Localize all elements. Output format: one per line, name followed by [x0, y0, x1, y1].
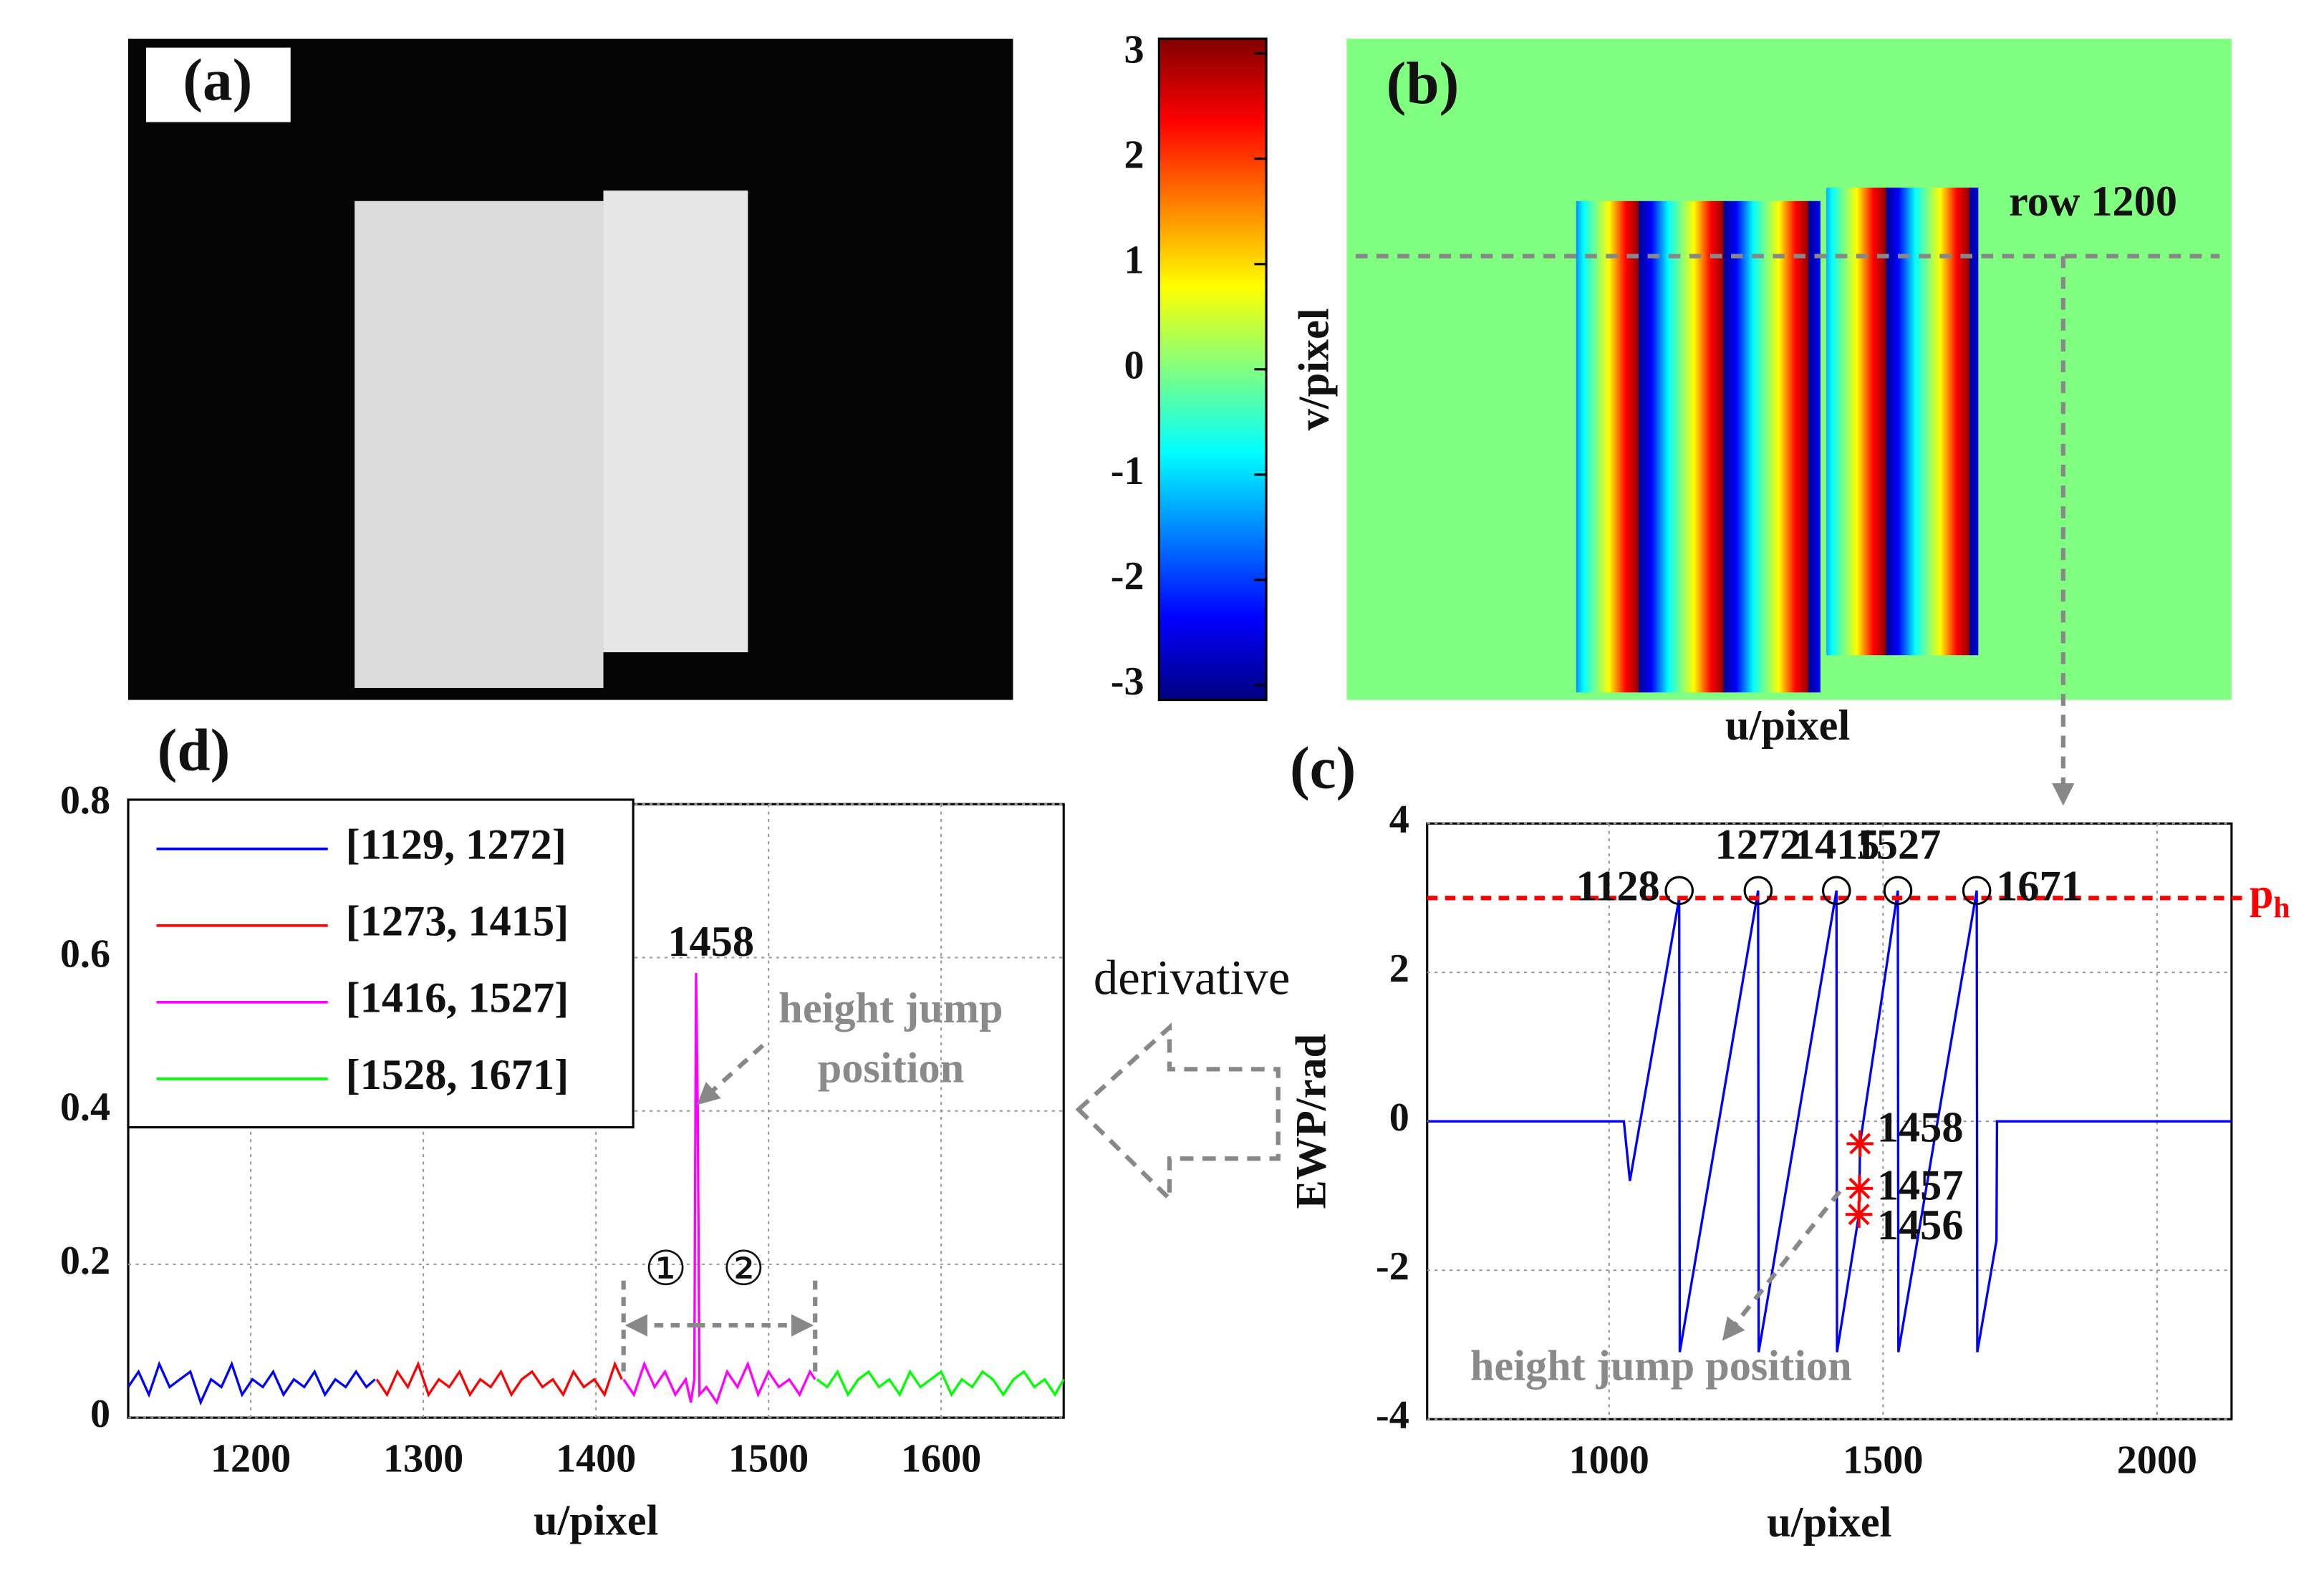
legend-label: [1129, 1272] [346, 820, 566, 868]
colorbar-tick-label: 2 [1124, 133, 1144, 178]
y-tick-label: 4 [1389, 798, 1409, 842]
y-axis-label: v/pixel [1291, 308, 1339, 430]
colorbar [1157, 37, 1268, 702]
jump-marker [1664, 876, 1694, 906]
arrow-label: derivative [1094, 951, 1290, 1005]
jump-marker [1962, 876, 1992, 906]
derivative-arrow [1075, 1022, 1281, 1204]
fringe-right [1826, 188, 1979, 656]
y-axis-label: EWP/rad [1288, 1034, 1336, 1209]
row-label: row 1200 [2009, 178, 2177, 226]
x-tick-label: 1500 [728, 1436, 809, 1481]
y-tick-label: 0.8 [60, 778, 110, 823]
legend-label: [1273, 1415] [346, 898, 569, 946]
line [375, 1360, 623, 1398]
colorbar-tick-label: 0 [1124, 344, 1144, 388]
threshold-label: ph [2250, 870, 2290, 923]
jump-star [1846, 1130, 1874, 1158]
colorbar-tick-label: -3 [1111, 659, 1144, 704]
x-tick-label: 1200 [211, 1436, 291, 1481]
legend [127, 798, 635, 1129]
threshold-label-main: p [2250, 870, 2274, 918]
y-tick-label: 2 [1389, 947, 1409, 991]
line [127, 1360, 376, 1406]
star-label: 1456 [1877, 1201, 1964, 1249]
panel-label: (d) [158, 717, 231, 783]
x-tick-label: 1400 [556, 1436, 636, 1481]
colorbar-tick-label: 1 [1124, 238, 1144, 283]
legend-label: [1528, 1671] [346, 1051, 569, 1099]
region-label: ② [723, 1240, 766, 1296]
region-label: ① [645, 1240, 688, 1296]
y-tick-label: -2 [1376, 1244, 1409, 1289]
x-tick-label: 1600 [901, 1436, 981, 1481]
x-axis-label: u/pixel [534, 1497, 658, 1545]
x-axis-label: u/pixel [1767, 1499, 1891, 1546]
y-tick-label: 0 [90, 1392, 110, 1436]
jump-star [1845, 1201, 1873, 1228]
annotation-arrow [1722, 1190, 1842, 1341]
annotation: height jump position [1470, 1342, 1852, 1390]
jump-label: 1527 [1855, 820, 1942, 868]
jump-marker [1743, 876, 1773, 906]
jump-label: 1671 [1996, 863, 2083, 911]
y-tick-label: -4 [1376, 1393, 1409, 1438]
y-tick-label: 0 [1389, 1095, 1409, 1140]
y-tick-label: 0.4 [60, 1085, 110, 1130]
x-tick-label: 1500 [1843, 1438, 1923, 1482]
line [816, 1369, 1065, 1398]
colorbar-tick-label: -1 [1111, 449, 1144, 493]
annotation: position [818, 1044, 964, 1092]
box-right [603, 190, 748, 653]
peak-label: 1458 [667, 918, 754, 966]
box-left [355, 200, 604, 688]
jump-label: 1128 [1576, 863, 1659, 911]
legend-label: [1416, 1527] [346, 974, 569, 1022]
panel-label: (c) [1290, 735, 1356, 801]
y-tick-label: 0.6 [60, 931, 110, 976]
x-tick-label: 1000 [1569, 1438, 1649, 1482]
colorbar-tick-label: 3 [1124, 28, 1144, 72]
jump-marker [1821, 876, 1851, 906]
annotation: height jump [778, 984, 1003, 1032]
fringe-left [1576, 200, 1821, 693]
star-label: 1458 [1877, 1104, 1964, 1152]
colorbar-tick-label: -2 [1111, 554, 1144, 599]
threshold-label-sub: h [2273, 890, 2290, 923]
jump-label: 1272 [1715, 820, 1802, 868]
x-axis-label: u/pixel [1725, 702, 1850, 750]
annotation-arrow [697, 1043, 765, 1105]
jump-marker [1883, 876, 1913, 906]
x-tick-label: 1300 [383, 1436, 463, 1481]
label-box [145, 47, 291, 122]
jump-label: 1415 [1793, 820, 1880, 868]
y-tick-label: 0.2 [60, 1239, 110, 1283]
star-label: 1457 [1877, 1162, 1964, 1210]
x-tick-label: 2000 [2117, 1438, 2197, 1482]
panel-label: (b) [1387, 50, 1460, 116]
panel-label: (a) [183, 47, 252, 113]
jump-star [1846, 1175, 1874, 1202]
line [622, 972, 816, 1405]
